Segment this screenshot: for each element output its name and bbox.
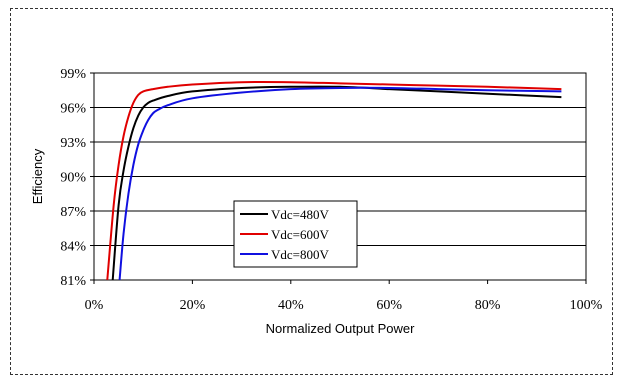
x-tick-label: 60% <box>376 298 402 313</box>
legend-label: Vdc=480V <box>271 207 329 222</box>
x-tick-label: 40% <box>278 298 304 313</box>
y-tick-label: 81% <box>60 274 86 289</box>
y-tick-label: 84% <box>60 240 86 255</box>
y-tick-label: 96% <box>60 102 86 117</box>
y-tick-label: 93% <box>60 136 86 151</box>
y-tick-label: 87% <box>60 205 86 220</box>
y-axis-label: Efficiency <box>30 148 45 204</box>
x-tick-label: 20% <box>180 298 206 313</box>
x-axis-label: Normalized Output Power <box>266 321 416 336</box>
y-tick-label: 90% <box>60 171 86 186</box>
x-tick-label: 0% <box>85 298 104 313</box>
y-tick-label: 99% <box>60 67 86 82</box>
series-line-1 <box>111 85 562 281</box>
series-line-2 <box>106 80 562 281</box>
x-tick-label: 80% <box>475 298 501 313</box>
chart-frame <box>10 8 613 375</box>
grid-layer <box>94 107 586 246</box>
series-line-3 <box>118 86 562 281</box>
x-tick-label: 100% <box>570 298 603 313</box>
legend-label: Vdc=600V <box>271 227 329 242</box>
legend-label: Vdc=800V <box>271 247 329 262</box>
legend: Vdc=480V Vdc=600V Vdc=800V <box>233 200 358 268</box>
tick-layer: 81% 84% 87% 90% 93% 96% 99% 0% 20% 40% 60% 80% 100% <box>60 67 602 313</box>
series-layer <box>106 80 562 281</box>
